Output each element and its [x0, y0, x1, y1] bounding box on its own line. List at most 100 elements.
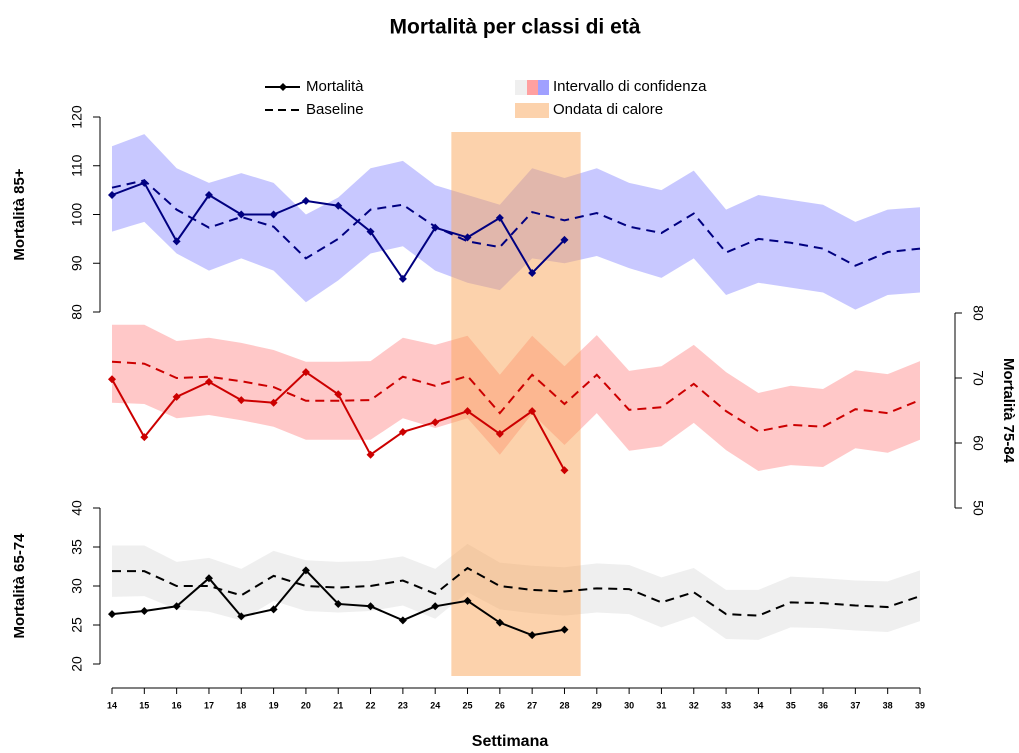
y-tick-label: 110	[69, 154, 85, 177]
x-tick-label: 31	[656, 700, 666, 710]
mortality-point	[495, 213, 504, 222]
x-tick-label: 20	[301, 700, 311, 710]
y-tick-label: 35	[69, 539, 85, 555]
y-tick-label: 90	[69, 255, 85, 271]
mortality-point	[237, 210, 246, 219]
mortality-point	[495, 618, 504, 627]
mortality-point	[334, 390, 343, 399]
legend-swatch	[527, 80, 538, 95]
x-tick-label: 23	[398, 700, 408, 710]
y-axis-title: Mortalità 85+	[11, 168, 28, 260]
mortality-point	[528, 269, 537, 277]
baseline-line	[112, 566, 921, 617]
y-tick-label: 80	[69, 304, 85, 320]
mortality-point	[560, 625, 569, 634]
baseline-line	[111, 179, 921, 267]
x-tick-label: 19	[269, 700, 279, 710]
y-tick-label: 25	[69, 617, 85, 633]
x-tick-label: 36	[818, 700, 828, 710]
legend-label: Ondata di calore	[553, 101, 663, 118]
mortality-point	[463, 407, 472, 416]
mortality-point	[140, 606, 149, 615]
x-tick-label: 39	[915, 700, 925, 710]
legend-label: Mortalità	[306, 78, 364, 95]
legend-label: Baseline	[306, 101, 364, 118]
mortality-point	[560, 466, 569, 475]
mortality-point	[140, 178, 149, 187]
x-tick-label: 22	[366, 700, 376, 710]
mortality-point	[398, 427, 407, 436]
heatwave-band	[451, 132, 581, 676]
x-tick-label: 25	[463, 700, 473, 710]
mortality-point	[269, 605, 278, 614]
y-axis-title: Mortalità 65-74	[11, 533, 28, 639]
mortality-point	[301, 368, 310, 377]
x-tick-label: 35	[786, 700, 796, 710]
y-tick-label: 80	[970, 305, 986, 321]
baseline-line	[111, 360, 921, 433]
y-tick-label: 50	[970, 500, 986, 516]
legend-swatch	[538, 80, 549, 95]
x-tick-label: 18	[236, 700, 246, 710]
mortality-point	[366, 602, 375, 611]
y-tick-label: 20	[69, 656, 85, 672]
mortality-point	[172, 602, 181, 611]
mortality-point	[108, 191, 116, 199]
mortality-point	[431, 602, 440, 611]
x-tick-label: 32	[689, 700, 699, 710]
x-tick-label: 37	[850, 700, 860, 710]
y-tick-label: 40	[69, 500, 85, 516]
chart-title: Mortalità per classi di età	[390, 16, 641, 39]
mortality-point	[204, 377, 213, 386]
x-axis-title: Settimana	[472, 733, 549, 750]
mortality-point	[269, 398, 278, 407]
mortality-point	[398, 616, 407, 625]
x-tick-label: 26	[495, 700, 505, 710]
mortality-point	[204, 574, 213, 583]
mortality-point	[172, 237, 181, 246]
y-axis-title: Mortalità 75-84	[1000, 358, 1017, 464]
x-tick-label: 29	[592, 700, 602, 710]
mortality-point	[366, 450, 375, 459]
mortality-point	[495, 429, 504, 438]
x-tick-label: 17	[204, 700, 214, 710]
mortality-point	[269, 210, 278, 219]
y-tick-label: 100	[69, 203, 85, 227]
mortality-point	[463, 233, 472, 242]
x-tick-label: 33	[721, 700, 731, 710]
mortality-point	[237, 612, 246, 621]
mortality-point	[108, 610, 116, 619]
mortality-point	[140, 433, 149, 442]
y-tick-label: 30	[69, 578, 85, 594]
mortality-point	[431, 418, 440, 427]
mortality-point	[560, 235, 569, 244]
mortality-point	[334, 201, 343, 210]
x-tick-label: 38	[883, 700, 893, 710]
x-tick-label: 24	[430, 700, 440, 710]
mortality-point	[237, 396, 246, 405]
mortality-point	[172, 392, 181, 401]
mortality-point	[431, 223, 440, 232]
x-tick-label: 27	[527, 700, 537, 710]
legend-marker	[279, 83, 287, 91]
legend-swatch	[515, 80, 527, 95]
y-tick-label: 60	[970, 435, 986, 451]
mortality-point	[108, 375, 116, 384]
mortality-point	[204, 191, 213, 199]
legend-swatch	[515, 103, 549, 118]
x-tick-label: 14	[107, 700, 117, 710]
x-tick-label: 15	[139, 700, 149, 710]
x-tick-label: 30	[624, 700, 634, 710]
mortality-point	[528, 407, 537, 416]
mortality-point	[301, 196, 310, 205]
mortality-point	[366, 227, 375, 236]
legend-label: Intervallo di confidenza	[553, 78, 707, 95]
y-tick-label: 70	[970, 370, 986, 386]
x-tick-label: 34	[753, 700, 763, 710]
mortality-point	[301, 566, 310, 575]
x-tick-label: 28	[559, 700, 569, 710]
mortality-point	[398, 274, 407, 283]
mortality-point	[528, 631, 537, 640]
mortality-point	[334, 599, 343, 608]
